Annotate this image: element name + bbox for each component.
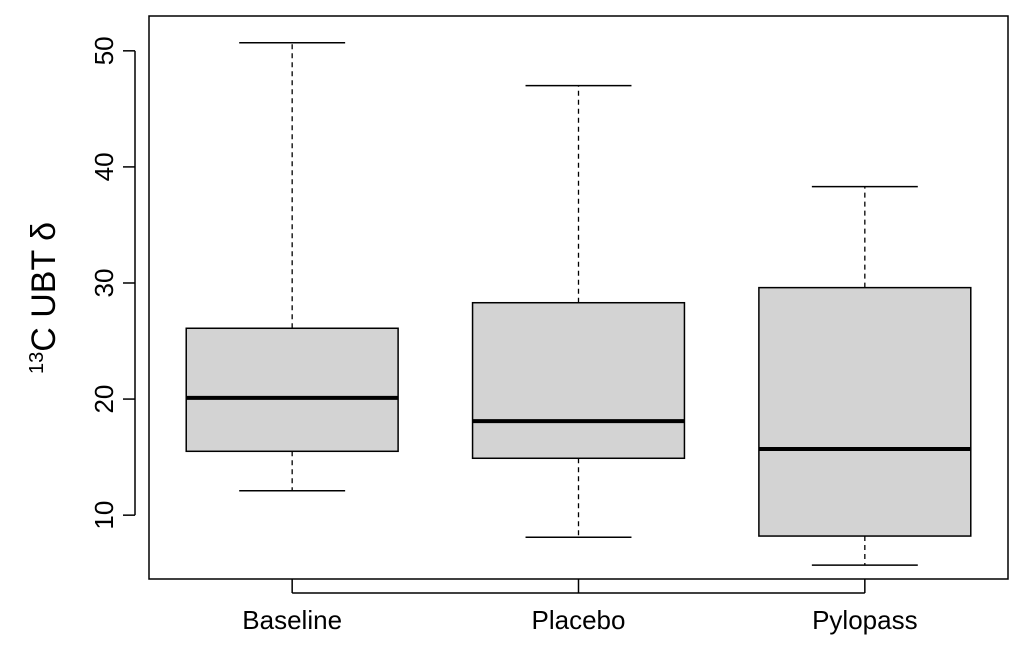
y-axis: 10 20 30 40 50: [89, 36, 136, 530]
y-tick-label: 10: [89, 501, 119, 530]
iqr-box: [185, 327, 399, 453]
x-tick-label: Pylopass: [812, 605, 918, 635]
y-tick-label: 50: [89, 36, 119, 65]
iqr-box: [471, 301, 686, 460]
y-tick-label: 20: [89, 385, 119, 414]
y-tick-label: 30: [89, 269, 119, 298]
x-axis: Baseline Placebo Pylopass: [242, 579, 918, 635]
x-tick-label: Baseline: [242, 605, 342, 635]
iqr-box: [758, 286, 972, 537]
y-axis-label-text: C UBT δ: [25, 222, 63, 352]
box-placebo: [471, 84, 686, 538]
y-tick-label: 40: [89, 152, 119, 181]
box-pylopass: [758, 185, 972, 566]
boxes: [185, 41, 972, 566]
box-baseline: [185, 41, 399, 492]
y-axis-label: 13C UBT δ: [25, 222, 63, 374]
y-axis-label-superscript: 13: [26, 352, 48, 374]
x-tick-label: Placebo: [532, 605, 626, 635]
